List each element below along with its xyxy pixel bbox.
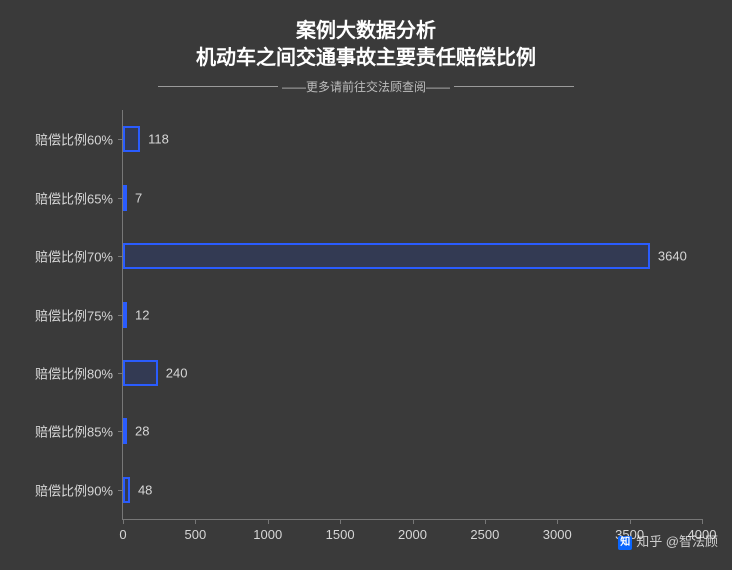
plot-area: 05001000150020002500300035004000赔偿比例60%1… [122, 110, 702, 520]
x-axis-tick-label: 2500 [470, 527, 499, 542]
x-axis-tick-label: 0 [119, 527, 126, 542]
x-axis-tick-mark [340, 519, 341, 524]
x-axis-tick-mark [195, 519, 196, 524]
x-axis-tick-mark [702, 519, 703, 524]
x-axis-tick-mark [123, 519, 124, 524]
bar: 12 [123, 302, 127, 328]
y-axis-category-label: 赔偿比例60% [35, 130, 113, 149]
x-axis-tick-mark [413, 519, 414, 524]
x-axis-tick-label: 3500 [615, 527, 644, 542]
y-axis-category-label: 赔偿比例85% [35, 422, 113, 441]
bar: 7 [123, 185, 127, 211]
chart-subtitle: ——更多请前往交法顾查阅—— [278, 78, 454, 95]
chart-title-line2: 机动车之间交通事故主要责任赔偿比例 [20, 45, 712, 72]
chart-titles: 案例大数据分析 机动车之间交通事故主要责任赔偿比例 ——更多请前往交法顾查阅—— [20, 18, 712, 95]
x-axis-tick-label: 1500 [326, 527, 355, 542]
bar: 48 [123, 477, 130, 503]
x-axis-tick-mark [268, 519, 269, 524]
y-axis-category-label: 赔偿比例70% [35, 247, 113, 266]
chart-subtitle-row: ——更多请前往交法顾查阅—— [20, 78, 712, 95]
y-axis-category-label: 赔偿比例80% [35, 363, 113, 382]
bar: 3640 [123, 243, 650, 269]
y-axis-category-label: 赔偿比例90% [35, 480, 113, 499]
x-axis-tick-label: 3000 [543, 527, 572, 542]
x-axis-tick-label: 2000 [398, 527, 427, 542]
x-axis-tick-label: 4000 [688, 527, 717, 542]
y-axis-category-label: 赔偿比例65% [35, 188, 113, 207]
bar-value-label: 12 [135, 307, 149, 322]
x-axis-tick-mark [485, 519, 486, 524]
bar-value-label: 240 [166, 365, 188, 380]
bar-value-label: 7 [135, 190, 142, 205]
bar-value-label: 28 [135, 424, 149, 439]
y-axis-category-label: 赔偿比例75% [35, 305, 113, 324]
subtitle-rule-right [454, 86, 574, 87]
chart-container: 案例大数据分析 机动车之间交通事故主要责任赔偿比例 ——更多请前往交法顾查阅——… [0, 0, 732, 570]
subtitle-rule-left [158, 86, 278, 87]
bar-value-label: 118 [148, 132, 169, 147]
x-axis-tick-label: 1000 [253, 527, 282, 542]
bar: 28 [123, 418, 127, 444]
chart-title-line1: 案例大数据分析 [20, 18, 712, 45]
x-axis-tick-label: 500 [185, 527, 207, 542]
bar: 240 [123, 360, 158, 386]
x-axis-tick-mark [630, 519, 631, 524]
x-axis-tick-mark [557, 519, 558, 524]
bar-value-label: 3640 [658, 249, 687, 264]
bar: 118 [123, 126, 140, 152]
bar-value-label: 48 [138, 482, 152, 497]
